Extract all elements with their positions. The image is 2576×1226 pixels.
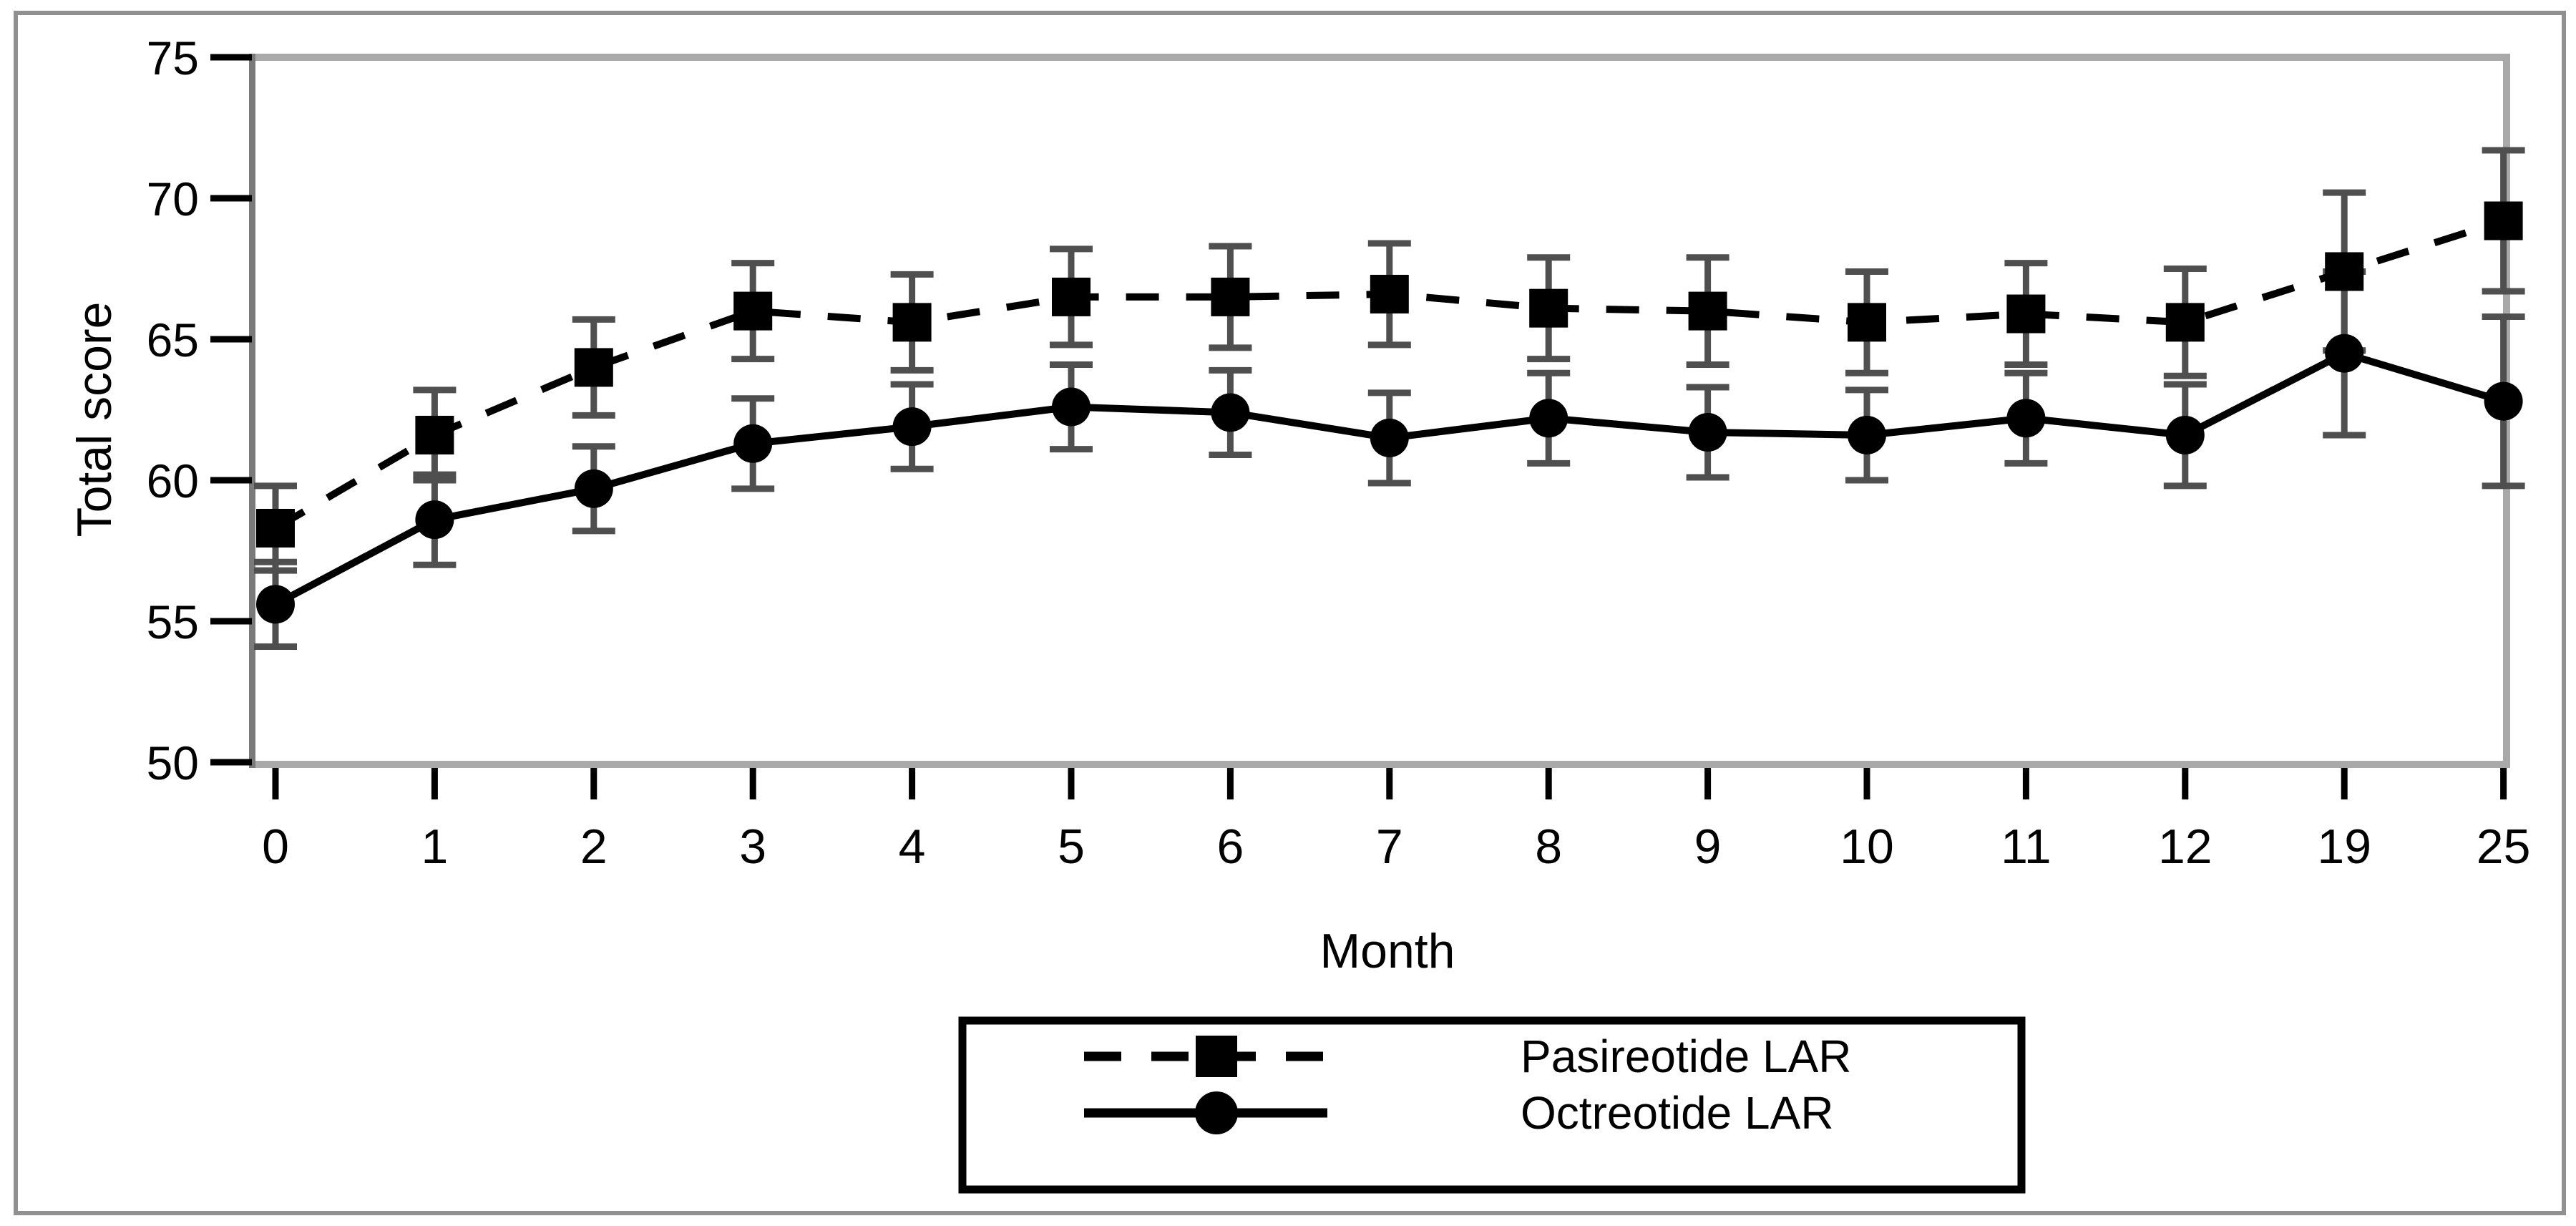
x-tick-label: 11: [2001, 819, 2051, 874]
legend-box: [958, 1016, 2026, 1194]
y-tick-label: 60: [147, 454, 199, 507]
x-tick-label: 3: [739, 819, 766, 874]
data-point-square: [256, 508, 295, 548]
x-tick-label: 10: [1840, 819, 1894, 874]
figure-border: [14, 11, 2566, 1215]
data-point-square: [2165, 303, 2205, 342]
data-point-circle: [2165, 415, 2205, 454]
data-point-circle: [256, 585, 295, 624]
x-tick-label: 12: [2158, 819, 2212, 874]
data-point-square: [1211, 277, 1250, 316]
data-point-circle: [2006, 399, 2046, 438]
data-point-circle: [1052, 387, 1091, 427]
data-point-square: [2325, 252, 2364, 291]
x-axis-title: Month: [1320, 924, 1455, 978]
data-point-circle: [415, 500, 454, 540]
y-axis-line: [249, 54, 255, 768]
data-point-square: [1688, 291, 1727, 331]
data-point-circle: [733, 424, 773, 463]
data-point-square: [892, 303, 932, 342]
x-tick-label: 0: [262, 819, 289, 874]
data-point-circle: [1211, 393, 1250, 432]
data-point-circle: [892, 407, 932, 447]
data-point-circle: [2325, 334, 2364, 373]
y-tick-label: 75: [147, 31, 199, 84]
data-point-circle: [1688, 413, 1727, 452]
x-tick-label: 2: [580, 819, 608, 874]
legend-label-octreotide: Octreotide LAR: [1521, 1087, 1834, 1139]
x-tick-label: 8: [1535, 819, 1562, 874]
data-point-square: [574, 348, 613, 387]
x-tick-label: 25: [2477, 819, 2531, 874]
data-point-square: [1370, 274, 1409, 313]
x-tick-label: 19: [2317, 819, 2371, 874]
legend-square-marker: [1196, 1036, 1237, 1077]
data-point-square: [2006, 294, 2046, 334]
data-point-circle: [1529, 399, 1568, 438]
x-tick-label: 9: [1694, 819, 1722, 874]
data-point-square: [1529, 288, 1568, 328]
data-point-square: [415, 415, 454, 454]
y-tick-label: 65: [147, 313, 199, 366]
y-tick-label: 50: [147, 736, 199, 789]
data-point-circle: [574, 469, 613, 508]
y-tick-label: 55: [147, 595, 199, 648]
x-tick-label: 7: [1376, 819, 1403, 874]
x-tick-label: 6: [1216, 819, 1244, 874]
data-point-circle: [1370, 418, 1409, 457]
plot-frame-bottom: [252, 761, 2510, 768]
y-axis-title: Total score: [67, 302, 122, 537]
x-tick-label: 1: [421, 819, 448, 874]
data-point-circle: [1848, 415, 1886, 454]
x-tick-label: 4: [899, 819, 926, 874]
data-point-circle: [2484, 381, 2523, 421]
legend-label-pasireotide: Pasireotide LAR: [1521, 1031, 1851, 1082]
y-tick-label: 70: [147, 172, 199, 225]
x-tick-label: 5: [1058, 819, 1085, 874]
legend-circle-marker: [1195, 1091, 1238, 1134]
data-point-square: [733, 291, 773, 331]
data-point-square: [1848, 303, 1886, 342]
data-point-square: [2484, 201, 2523, 240]
plot-frame-top: [252, 54, 2510, 61]
data-point-square: [1052, 277, 1091, 316]
